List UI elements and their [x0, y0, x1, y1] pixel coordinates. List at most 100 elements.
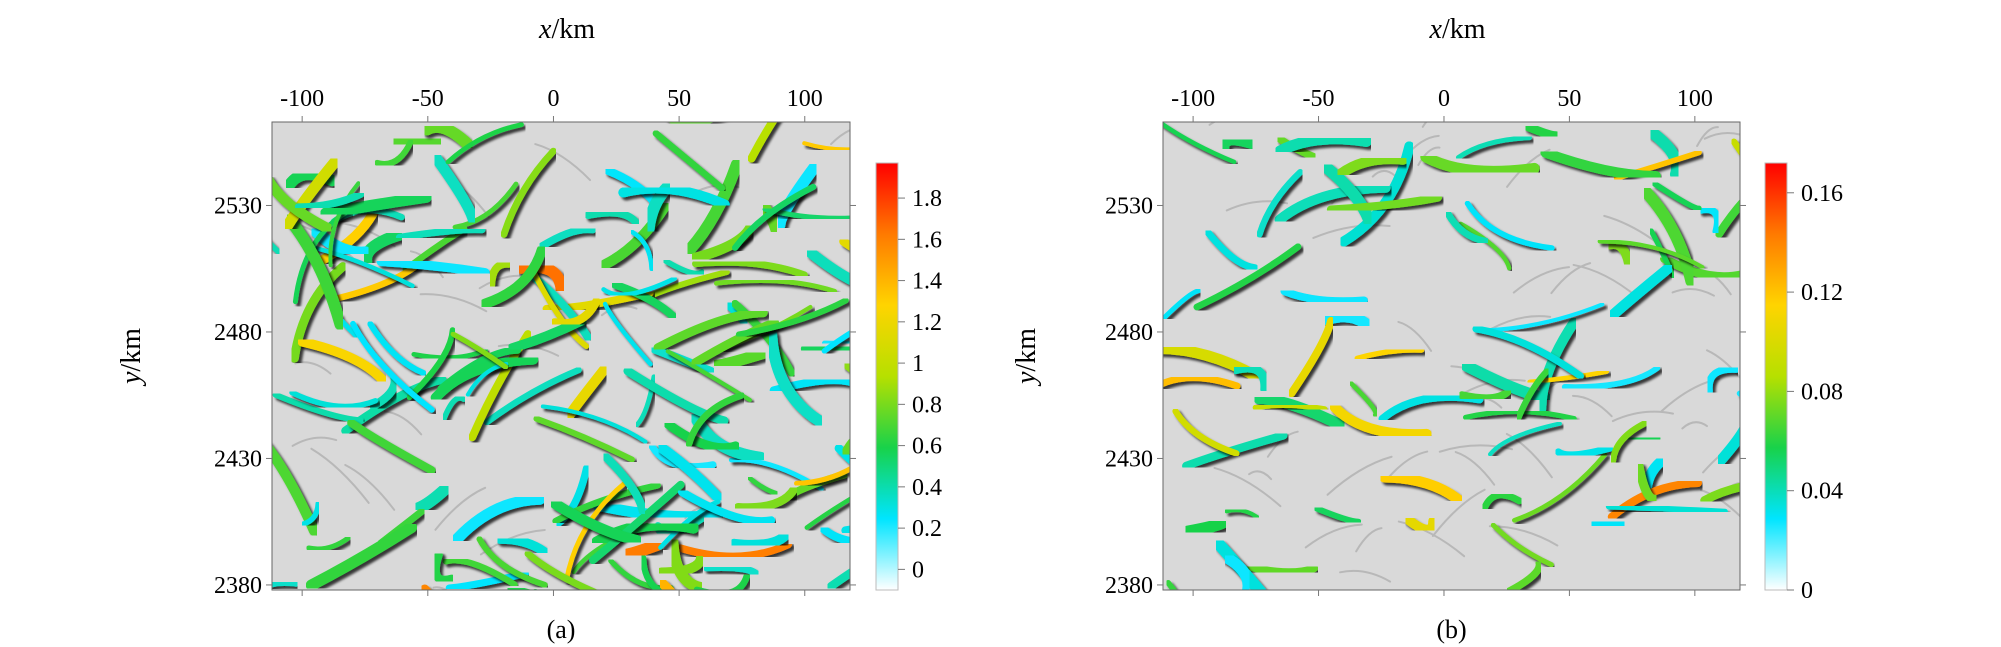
anomaly-ridge [1490, 522, 1554, 568]
colorbar-tick-label: 0.16 [1801, 181, 1843, 207]
anomaly-ridge [442, 557, 518, 588]
anomaly-ridge [272, 241, 281, 255]
anomaly-ridge [652, 130, 726, 192]
anomaly-ridge [395, 226, 486, 241]
anomaly-ridge [640, 554, 666, 590]
anomaly-ridge [720, 588, 733, 590]
anomaly-ridge [1515, 368, 1550, 421]
plot-frame-a [271, 121, 851, 591]
relief-streak [600, 305, 638, 317]
colorbar-tick-label: 0.12 [1801, 280, 1843, 306]
relief-streak [1312, 224, 1391, 239]
anomaly-ridge [1640, 186, 1698, 287]
anomaly-ridge [1697, 205, 1722, 236]
anomaly-ridge [794, 466, 850, 486]
anomaly-ridge [1536, 317, 1579, 414]
anomaly-ridge [765, 328, 826, 427]
y-tick-label: 2530 [214, 193, 262, 219]
anomaly-ridge [487, 259, 513, 289]
colorbar-tick-label: 0 [1801, 578, 1813, 604]
heatmap-plot-b [1157, 116, 1746, 596]
anomaly-ridge [430, 354, 539, 403]
colorbar-tick-label: 1.8 [912, 186, 942, 212]
anomaly-ridge [623, 366, 729, 425]
anomaly-ridge [1660, 254, 1740, 281]
anomaly-ridge [281, 156, 341, 232]
colorbar-tick-label: 0.8 [912, 392, 942, 418]
anomaly-ridge [692, 258, 808, 279]
relief-streak [294, 361, 332, 375]
anomaly-ridge [1597, 239, 1705, 270]
y-tick-label: 2480 [214, 320, 262, 346]
anomaly-ridge [1488, 302, 1605, 332]
x-tick-label: -100 [1171, 86, 1215, 112]
anomaly-ridge [549, 498, 643, 546]
anomaly-ridge [1220, 552, 1254, 590]
anomaly-ridge [1464, 200, 1555, 251]
anomaly-ridge [1732, 435, 1740, 446]
anomaly-ridge [495, 534, 550, 557]
anomaly-ridge [476, 536, 548, 588]
anomaly-ridge [1512, 452, 1608, 523]
relief-streak [310, 447, 370, 504]
colorbar-tick-label: 0.08 [1801, 379, 1843, 405]
anomaly-ridge [329, 261, 422, 303]
anomaly-ridge [328, 181, 361, 268]
anomaly-ridge [804, 496, 850, 530]
anomaly-ridge [360, 228, 406, 268]
relief-streak [1248, 470, 1273, 481]
anomaly-ridge [540, 404, 648, 444]
anomaly-ridge [376, 257, 490, 278]
y-axis-title-a: y/km [116, 328, 147, 387]
anomaly-ridge [1587, 516, 1629, 532]
anomaly-ridge [431, 152, 479, 225]
anomaly-ridge [1379, 471, 1464, 505]
anomaly-ridge [524, 550, 598, 590]
relief-streak [1371, 169, 1396, 178]
anomaly-ridge [656, 442, 724, 504]
anomaly-ridge [676, 540, 792, 561]
anomaly-ridge [272, 391, 364, 424]
x-axis-title-b: x/km [1429, 14, 1486, 45]
colorbar-ticks-a: 0 0.2 0.4 0.6 0.8 1 1.2 1.4 1.6 1.8 [898, 186, 942, 583]
anomaly-ridge [774, 161, 821, 231]
anomaly-ridge [550, 295, 602, 328]
anomaly-ridge [367, 321, 427, 376]
relief-streak [1355, 527, 1383, 553]
anomaly-ridge [1320, 161, 1376, 227]
anomaly-ridge [1700, 482, 1740, 505]
plot-background-b [1163, 122, 1740, 590]
relief-streak [1454, 451, 1496, 486]
anomaly-ridge [1481, 491, 1523, 512]
y-axis-title-b: y/km [1011, 328, 1042, 387]
panel-a: x/km y/km -100 -50 0 50 100 2530 2480 2430 2380… [116, 14, 942, 644]
anomaly-ridge [421, 122, 477, 153]
colorbar-tick-label: 0 [912, 557, 924, 583]
relief-streak [1213, 466, 1282, 508]
anomaly-ridge [1224, 508, 1260, 519]
relief-streak [1225, 200, 1289, 212]
anomaly-ridge [693, 572, 751, 590]
anomaly-ridge [834, 444, 850, 465]
anomaly-ridge [723, 298, 752, 328]
x-tick-labels-a: -100 -50 0 50 100 [280, 86, 823, 112]
anomaly-ridge [1458, 221, 1512, 271]
anomaly-ridge [733, 484, 799, 512]
anomaly-ridge [272, 176, 334, 234]
anomaly-ridge [300, 500, 321, 527]
x-tick-label: 50 [667, 86, 691, 112]
anomaly-ridge [1256, 169, 1304, 238]
anomaly-ridge [1540, 147, 1661, 181]
anomaly-ridge [450, 331, 509, 370]
anomaly-ridge [451, 493, 546, 545]
colorbar-gradient-b [1764, 162, 1788, 591]
anomaly-ridge [747, 122, 778, 163]
colorbar-gradient-a [875, 162, 899, 591]
relief-streak [1397, 320, 1433, 352]
anomaly-ridge [389, 133, 445, 150]
anomaly-ridge [691, 318, 779, 367]
anomaly-ridge [818, 524, 850, 546]
colorbar-b: 0 0.04 0.08 0.12 0.16 [1764, 162, 1843, 604]
anomaly-ridge [656, 552, 706, 578]
